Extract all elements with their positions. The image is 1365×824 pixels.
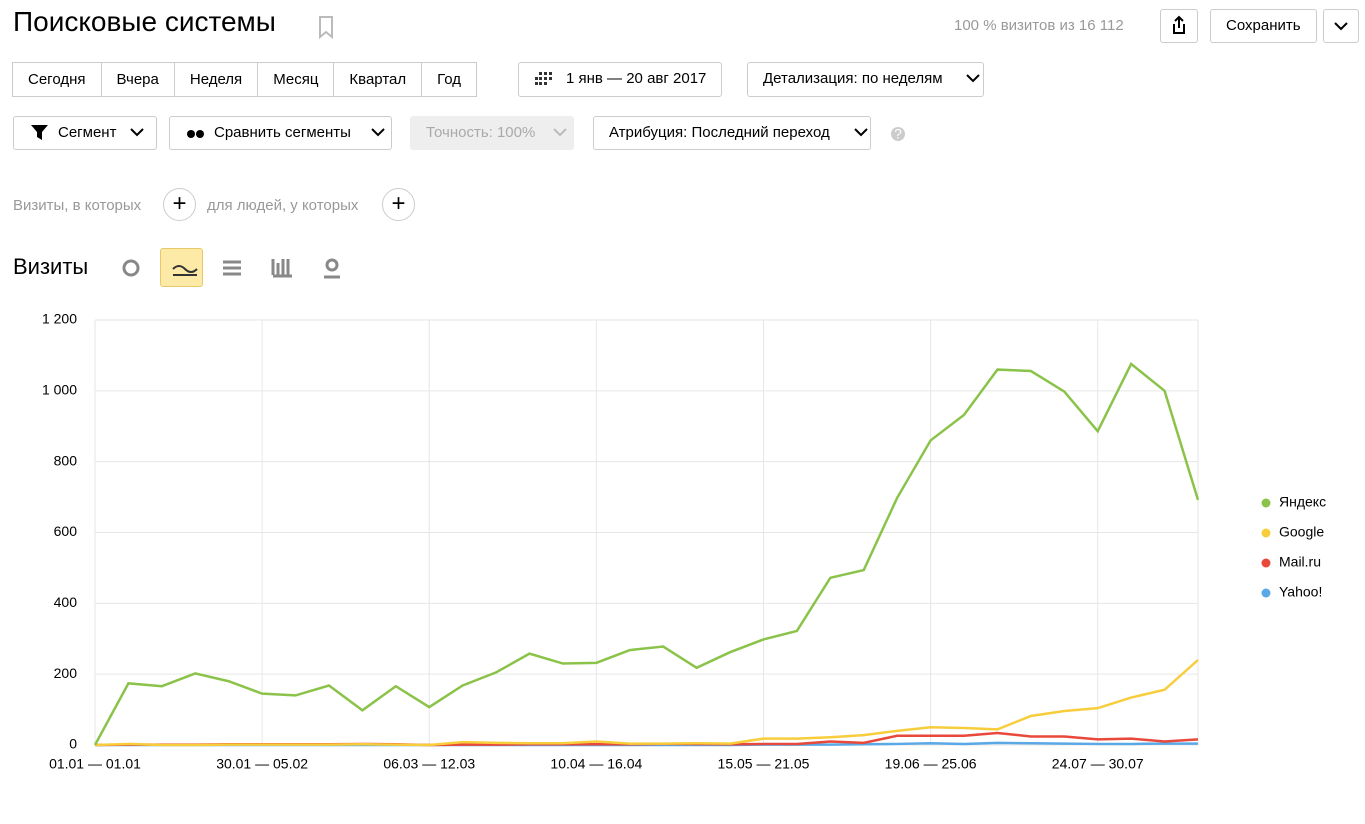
attribution-text: Атрибуция: Последний переход (609, 124, 830, 141)
accuracy-text: Точность: 100% (426, 124, 536, 141)
attribution-button[interactable]: Атрибуция: Последний переход (593, 116, 871, 150)
x-tick-label: 10.04 — 16.04 (550, 756, 642, 772)
legend-label: Yahoo! (1279, 584, 1322, 600)
calendar-icon (535, 72, 552, 85)
y-tick-label: 1 000 (42, 382, 77, 398)
save-button[interactable]: Сохранить (1210, 9, 1317, 43)
metric-title: Визиты (13, 254, 89, 279)
period-button[interactable]: Сегодня (12, 62, 102, 97)
svg-text:?: ? (894, 126, 902, 142)
chart: 0 200 400 600 800 1 000 1 200 01.01 — 01.01 30.0… (42, 311, 1326, 772)
y-tick-label: 1 200 (42, 311, 77, 327)
x-tick-label: 15.05 — 21.05 (718, 756, 810, 772)
period-button[interactable]: Неделя (173, 62, 259, 97)
line (93, 361, 1200, 746)
date-text: 1 янв — 20 авг 2017 (566, 70, 707, 87)
share-button[interactable] (1160, 9, 1198, 43)
legend-marker (1261, 498, 1271, 508)
legend-marker (1261, 528, 1271, 538)
share-text: 100 % визитов из 16 112 (954, 17, 1124, 34)
line (94, 659, 1199, 747)
add-button[interactable]: + (382, 188, 415, 221)
legend-marker (1261, 588, 1271, 598)
y-tick-label: 200 (54, 665, 78, 681)
period-button[interactable]: Год (421, 62, 478, 97)
save-dropdown[interactable] (1323, 9, 1359, 43)
y-tick-label: 800 (54, 452, 78, 468)
y-tick-label: 600 (54, 523, 78, 539)
period-button[interactable]: Месяц (257, 62, 335, 97)
accuracy-button: Точность: 100% (410, 116, 575, 150)
x-tick-label: 01.01 — 01.01 (49, 756, 141, 772)
period-group: Сегодня Вчера Неделя Месяц Квартал Год (12, 62, 478, 97)
legend-label: Mail.ru (1279, 554, 1321, 570)
x-tick-label: 30.01 — 05.02 (216, 756, 308, 772)
y-tick-label: 400 (54, 594, 78, 610)
segment-text: Сегмент (58, 124, 117, 141)
segment-button[interactable]: Сегмент (13, 116, 158, 150)
title: Поисковые системы (13, 6, 276, 37)
legend-label: Google (1279, 524, 1324, 540)
period-button[interactable]: Квартал (333, 62, 423, 97)
detail-button[interactable]: Детализация: по неделям (747, 62, 984, 97)
x-tick-label: 24.07 — 30.07 (1052, 756, 1144, 772)
people-condition: для людей, у которых (207, 197, 359, 214)
y-tick-label: 0 (69, 736, 77, 752)
legend-marker (1261, 558, 1271, 568)
period-button[interactable]: Вчера (100, 62, 175, 97)
x-tick-label: 06.03 — 12.03 (383, 756, 475, 772)
x-tick-label: 19.06 — 25.06 (885, 756, 977, 772)
add-button[interactable]: + (163, 188, 196, 221)
view-icons (122, 258, 340, 279)
compare-text: Сравнить сегменты (214, 124, 351, 141)
detail-text: Детализация: по неделям (763, 70, 943, 87)
compare-button[interactable]: Сравнить сегменты (169, 116, 392, 150)
bookmark-icon[interactable] (318, 15, 334, 39)
legend-label: Яндекс (1279, 494, 1326, 510)
visits-condition: Визиты, в которых (13, 197, 142, 214)
